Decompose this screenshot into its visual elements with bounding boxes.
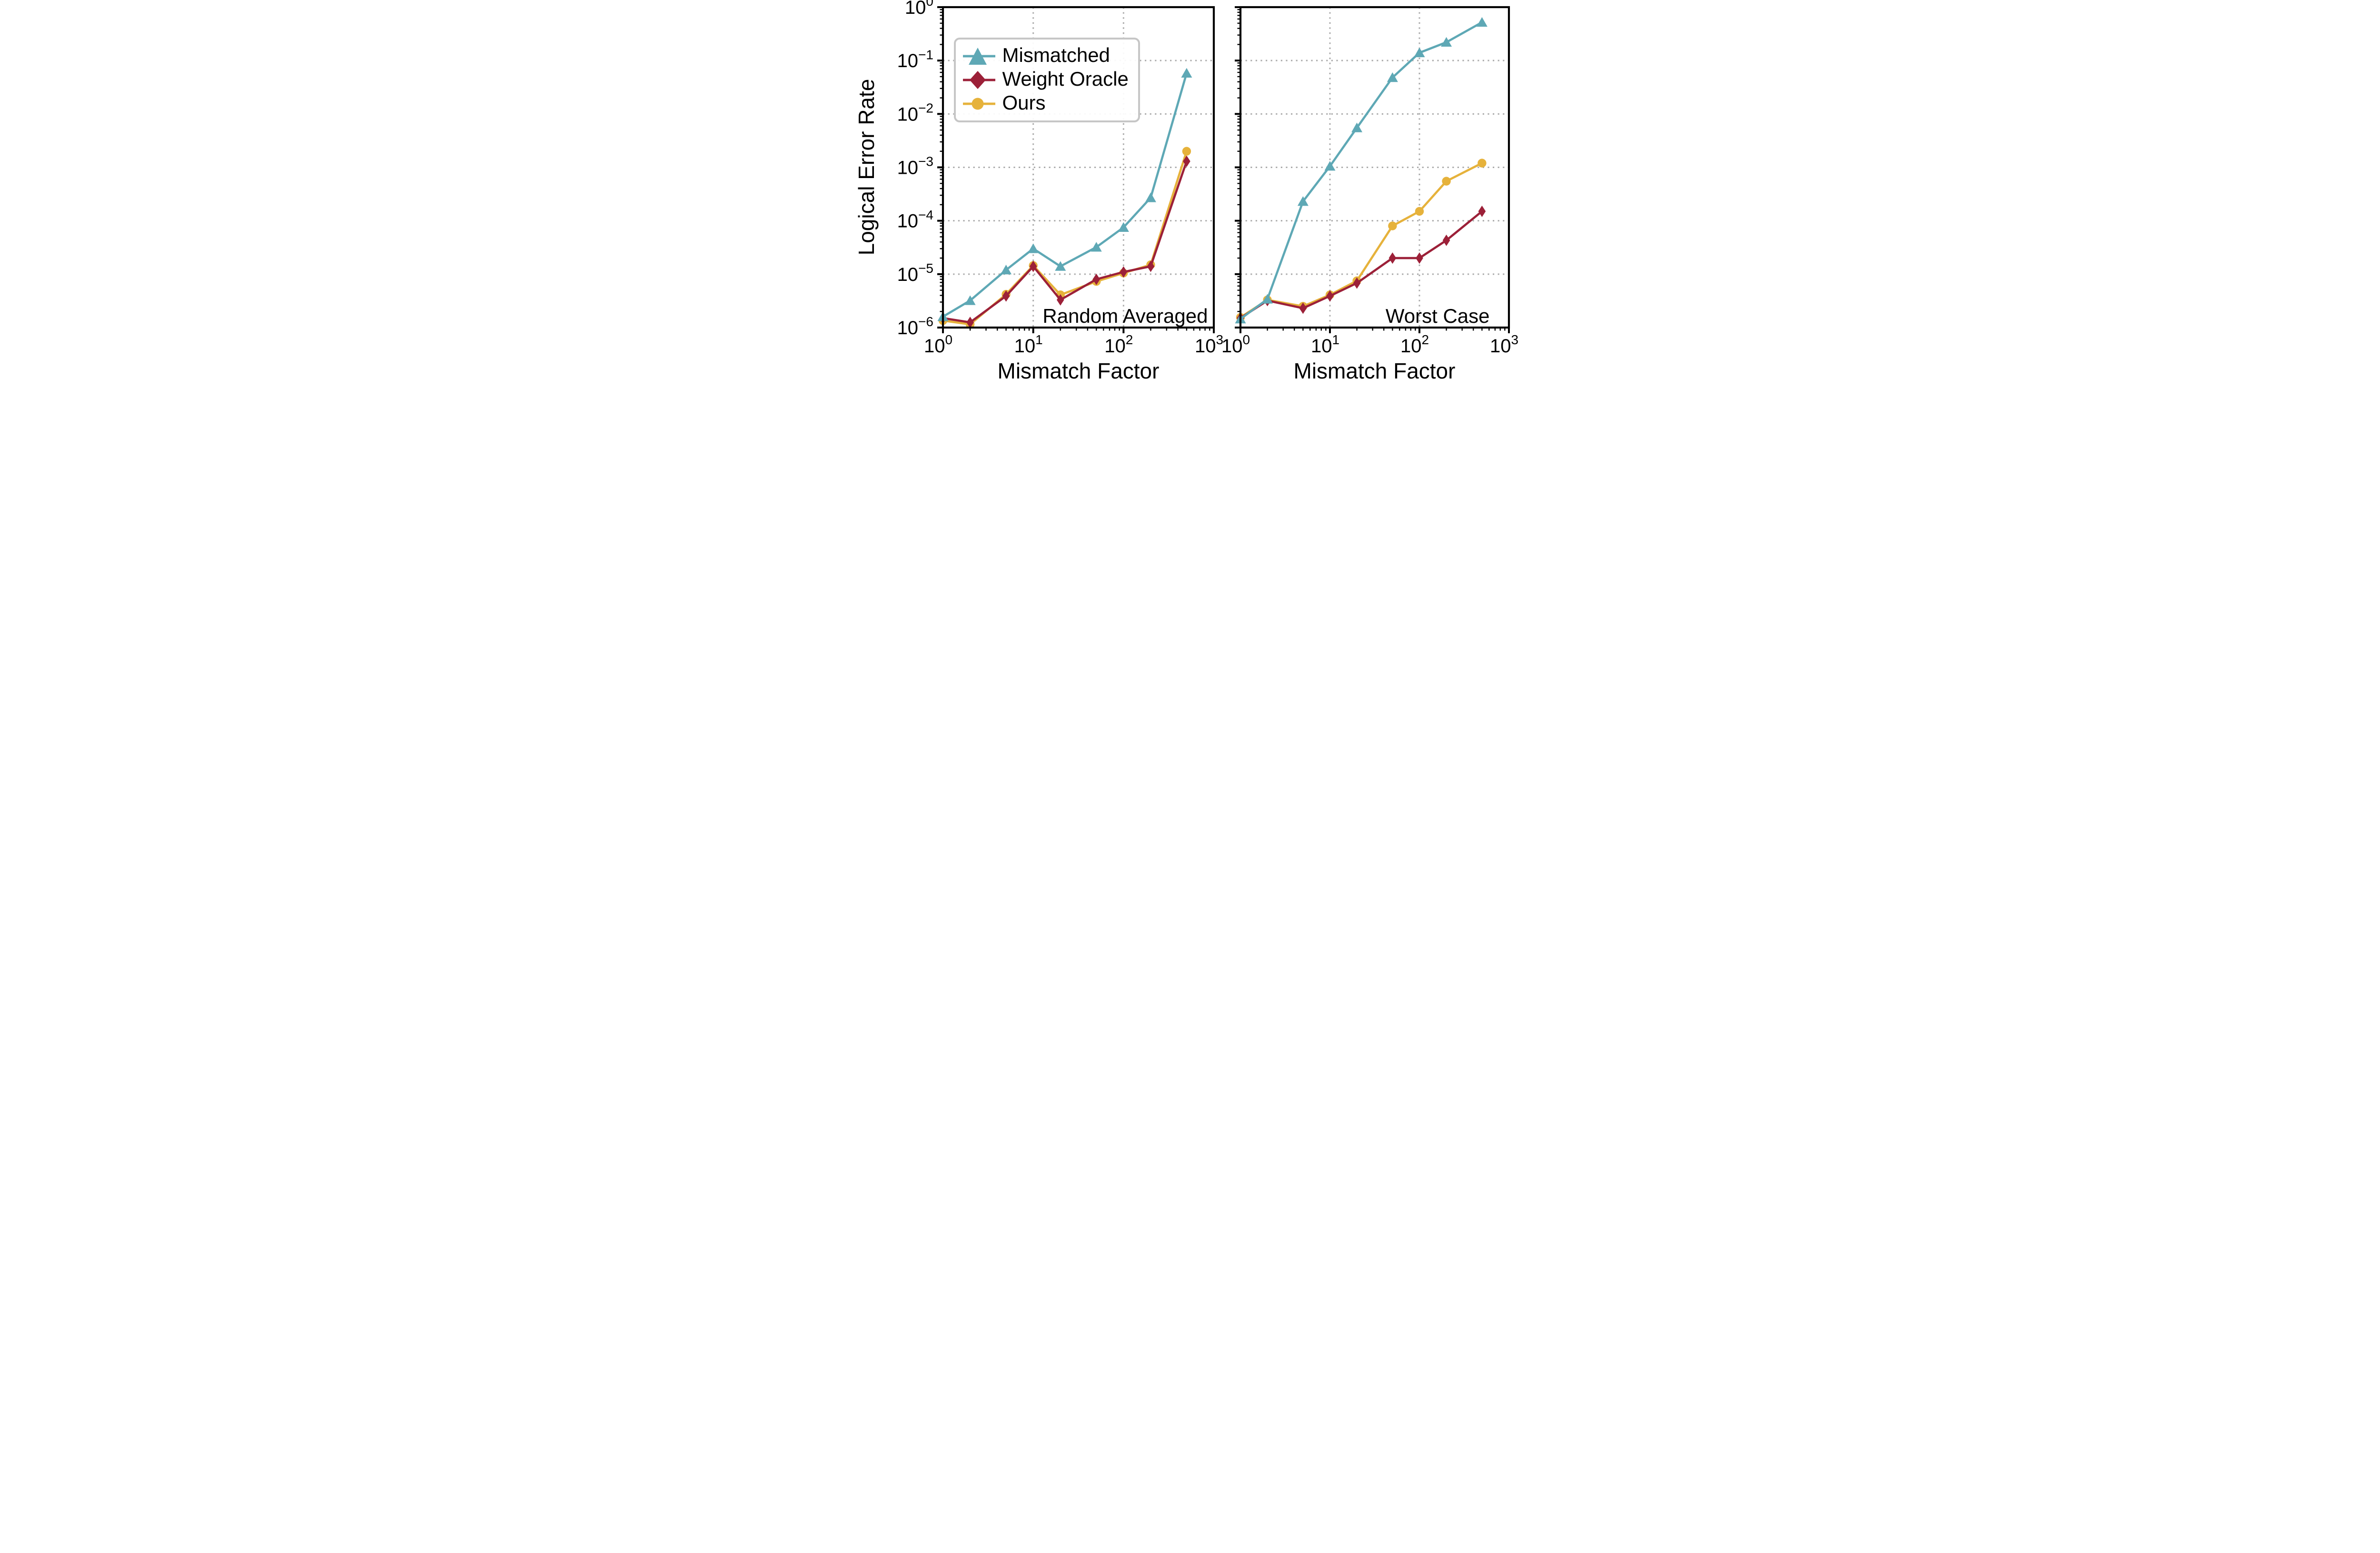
series-line-weight-oracle [1239, 210, 1483, 319]
triangle-marker [1440, 37, 1452, 47]
gridlines [1240, 7, 1509, 328]
diamond-marker [1388, 252, 1396, 264]
tick-label: 100 [1221, 332, 1250, 357]
legend-label: Mismatched [1002, 44, 1110, 66]
triangle-marker [1000, 264, 1012, 275]
circle-marker [1182, 147, 1191, 156]
legend-row-weight-oracle: Weight Oracle [962, 69, 1129, 91]
tick-label: 101 [1310, 332, 1339, 357]
tick-label: 101 [1014, 332, 1042, 357]
triangle-marker [1351, 122, 1362, 132]
figure: 100 101 102 103 100 10−1 10−2 10−3 10−4 10−5 10−6 1… [855, 0, 1525, 388]
chart-canvas: 100 101 102 10310010−110−210−310−410−510−61… [897, 0, 1518, 357]
legend-label: Weight Oracle [1002, 68, 1129, 90]
circle-marker [1441, 177, 1451, 186]
tick-label: 10−2 [897, 101, 933, 125]
tick-label: 100 [923, 332, 952, 357]
series-mismatched [937, 68, 1192, 321]
diamond-marker-icon [962, 71, 995, 89]
triangle-marker [1476, 17, 1488, 27]
triangle-marker [1118, 222, 1129, 232]
triangle-marker [1027, 243, 1039, 253]
axis-ticks [1234, 6, 1510, 333]
legend-row-mismatched: Mismatched [962, 45, 1129, 67]
diamond-marker [1002, 290, 1010, 302]
triangle-marker [1261, 294, 1273, 304]
tick-label: 102 [1400, 332, 1428, 357]
tick-label: 10−1 [897, 47, 933, 71]
triangle-marker [1297, 196, 1309, 206]
triangle-marker [1180, 68, 1192, 78]
tick-label: 10−3 [897, 154, 933, 179]
legend-label: Ours [1002, 91, 1046, 114]
series-markers-ours [938, 147, 1191, 329]
triangle-marker [1414, 47, 1425, 58]
axis-ticks [937, 6, 1215, 333]
diamond-marker [1147, 260, 1154, 272]
triangle-marker [1387, 72, 1398, 82]
diamond-marker [1442, 234, 1450, 246]
diamond-marker [1353, 277, 1360, 289]
diamond-marker [1478, 205, 1486, 217]
series-weight-oracle [939, 155, 1190, 329]
triangle-marker [1054, 261, 1066, 271]
triangle-marker [1145, 192, 1156, 202]
triangle-marker-icon [962, 48, 995, 65]
tick-label: 102 [1104, 332, 1133, 357]
triangle-marker [964, 295, 976, 305]
panel-random-averaged: 100 101 102 103 100 10−1 10−2 10−3 10−4 10−5 10−6 [897, 0, 1223, 357]
diamond-marker [966, 317, 974, 329]
tick-label: 10−6 [897, 314, 933, 338]
panel-annotation-random-averaged: Random Averaged [1042, 305, 1208, 327]
panel-annotation-worst-case: Worst Case [1385, 305, 1490, 327]
panel-worst-case: 100 101 102 103 [1221, 6, 1518, 357]
diamond-marker [1326, 290, 1334, 302]
series-markers-mismatched [1235, 17, 1488, 324]
circle-marker [1477, 159, 1487, 168]
diamond-marker [1415, 252, 1423, 264]
series-line-weight-oracle [942, 160, 1188, 324]
axis-tick-labels: 100 101 102 103 [1221, 332, 1518, 357]
circle-marker [1415, 207, 1424, 216]
x-axis-label-left: Mismatch Factor [997, 358, 1160, 383]
tick-label: 10−4 [897, 208, 933, 232]
tick-label: 10−5 [897, 261, 933, 285]
axis-tick-labels: 100 101 102 103 100 10−1 10−2 10−3 10−4 10−5 10−6 [897, 0, 1223, 357]
legend: Mismatched Weight Oracle Ours [953, 38, 1140, 122]
series-markers-weight-oracle [939, 155, 1190, 329]
x-axis-label-right: Mismatch Factor [1293, 358, 1456, 383]
tick-label: 103 [1489, 332, 1518, 357]
circle-marker [1388, 221, 1397, 230]
tick-label: 103 [1194, 332, 1223, 357]
triangle-marker [1091, 242, 1102, 252]
series-ours [938, 147, 1191, 329]
triangle-marker [1324, 161, 1335, 171]
y-axis-label: Logical Error Rate [855, 79, 879, 256]
legend-row-ours: Ours [962, 93, 1129, 115]
circle-marker-icon [962, 98, 995, 110]
series-mismatched [1235, 17, 1488, 324]
tick-label: 100 [904, 0, 933, 18]
